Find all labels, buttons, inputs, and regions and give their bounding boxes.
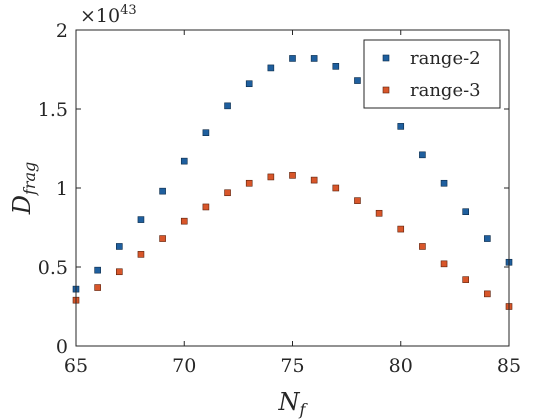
point-range-3 xyxy=(245,179,253,187)
point-range-2 xyxy=(137,216,145,223)
y-axis-label: Dfrag xyxy=(8,162,39,216)
point-range-3 xyxy=(354,197,361,204)
x-tick-label: 85 xyxy=(497,355,521,377)
point-range-2 xyxy=(440,179,448,187)
point-range-2 xyxy=(159,187,166,195)
point-range-2 xyxy=(94,266,101,274)
point-range-2 xyxy=(180,157,188,165)
point-range-2 xyxy=(462,208,470,215)
point-range-2 xyxy=(245,80,253,88)
point-range-3 xyxy=(159,235,166,242)
point-range-2 xyxy=(224,102,231,110)
point-range-3 xyxy=(310,176,318,184)
x-tick-label: 70 xyxy=(172,355,196,377)
point-range-3 xyxy=(267,173,275,181)
legend-marker-range-2 xyxy=(382,54,390,62)
point-range-2 xyxy=(116,243,123,250)
point-range-2 xyxy=(267,64,275,72)
point-range-3 xyxy=(289,172,296,179)
x-axis-label: Nf xyxy=(278,388,309,419)
y-tick-label: 1.5 xyxy=(38,99,68,121)
y-tick-label: 0.5 xyxy=(38,257,68,279)
point-range-3 xyxy=(116,268,123,276)
point-range-3 xyxy=(137,251,145,258)
legend-box xyxy=(363,39,501,109)
point-range-3 xyxy=(202,203,210,211)
y-exponent-label: ×1043 xyxy=(80,3,137,27)
point-range-2 xyxy=(397,123,405,130)
point-range-3 xyxy=(419,243,426,250)
legend-marker-range-3 xyxy=(382,86,390,94)
x-tick-label: 65 xyxy=(64,355,88,377)
point-range-2 xyxy=(484,235,491,242)
data-marks xyxy=(72,55,513,310)
point-range-3 xyxy=(397,225,405,233)
point-range-3 xyxy=(462,276,470,283)
y-tick-label: 1 xyxy=(56,178,68,200)
point-range-2 xyxy=(310,55,318,62)
point-range-3 xyxy=(440,260,448,268)
point-range-2 xyxy=(202,129,210,136)
point-range-2 xyxy=(332,63,340,70)
point-range-2 xyxy=(354,77,361,84)
point-range-2 xyxy=(419,151,426,159)
point-range-3 xyxy=(332,184,340,192)
point-range-3 xyxy=(180,217,188,225)
y-tick-label: 0 xyxy=(56,336,68,358)
legend-label-range-2: range-2 xyxy=(410,48,481,69)
axis-ticks: 65 70 75 80 85 0 0.5 1 1.5 2 xyxy=(38,20,521,377)
x-tick-label: 75 xyxy=(280,355,304,377)
point-range-3 xyxy=(224,189,231,197)
point-range-3 xyxy=(375,209,383,217)
y-tick-label: 2 xyxy=(56,20,68,42)
legend-label-range-3: range-3 xyxy=(410,80,481,101)
point-range-3 xyxy=(94,284,101,291)
x-tick-label: 80 xyxy=(389,355,413,377)
legend: range-2 range-3 xyxy=(363,39,501,109)
point-range-3 xyxy=(484,290,491,298)
point-range-2 xyxy=(289,55,296,62)
